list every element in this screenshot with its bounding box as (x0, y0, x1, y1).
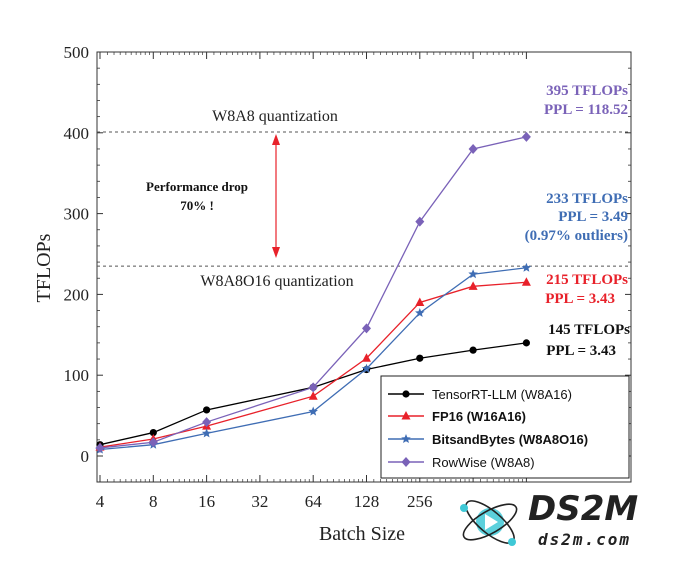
y-tick-label: 500 (64, 43, 90, 62)
trt-annotation-line2: PPL = 3.43 (546, 343, 616, 359)
data-point (361, 363, 372, 373)
ref-label-w8a8o16: W8A8O16 quantization (200, 273, 353, 290)
x-tick-label: 32 (251, 492, 268, 511)
watermark-logo: DS2M ds2m.com (460, 489, 638, 549)
legend-box (380, 375, 630, 479)
atom-icon (460, 500, 518, 546)
data-point (415, 297, 425, 306)
data-point (522, 339, 531, 347)
data-point (416, 354, 424, 362)
data-point (203, 406, 211, 414)
data-point (362, 353, 371, 362)
legend-marker (401, 434, 411, 444)
x-tick-label: 256 (407, 492, 433, 511)
reference-lines (97, 131, 631, 267)
bnb-annotation-line2: PPL = 3.49 (558, 209, 628, 225)
legend-marker (402, 390, 410, 398)
data-point (415, 216, 425, 227)
x-tick-label: 16 (198, 492, 215, 511)
y-axis-label: TFLOPs (33, 233, 55, 302)
data-point (95, 442, 105, 453)
data-point (469, 346, 477, 354)
series-line (99, 342, 527, 446)
y-tick-label: 300 (64, 205, 90, 224)
y-tick-label: 100 (64, 366, 90, 385)
series-group (95, 131, 532, 454)
legend-markers (388, 390, 424, 467)
rowwise-annotation-line2: PPL = 118.52 (544, 102, 628, 118)
data-point (521, 277, 531, 286)
y-tick-label: 400 (64, 124, 90, 143)
performance-drop-arrow (272, 134, 280, 258)
legend-marker (401, 457, 411, 467)
legend-label-fp16: FP16 (W16A16) (432, 409, 526, 424)
data-point (202, 417, 212, 428)
legend-label-trt: TensorRT-LLM (W8A16) (432, 387, 572, 402)
legend-marker (401, 411, 411, 420)
series-line (99, 281, 527, 448)
x-tick-label: 4 (96, 492, 105, 511)
data-point (521, 262, 532, 272)
data-point (468, 143, 478, 154)
fp16-annotation-line1: 215 TFLOPs (546, 272, 628, 288)
y-tick-labels: 0 100 200 300 400 500 (64, 43, 90, 466)
x-tick-label: 64 (305, 492, 323, 511)
bnb-annotation-line3: (0.97% outliers) (525, 228, 628, 244)
data-point (201, 428, 212, 438)
y-tick-label: 0 (81, 447, 90, 466)
watermark-brand: DS2M (528, 489, 638, 529)
data-point (308, 391, 318, 400)
data-point (362, 323, 371, 334)
x-tick-label: 128 (354, 492, 380, 511)
data-point (468, 281, 478, 290)
drop-annotation-line2: 70% ! (180, 198, 214, 213)
axis-ticks (97, 51, 631, 482)
data-point (468, 269, 478, 279)
series-line (99, 136, 527, 449)
data-point (521, 131, 531, 142)
data-point (415, 307, 425, 318)
trt-annotation-line1: 145 TFLOPs (548, 322, 630, 338)
x-tick-label: 8 (149, 492, 158, 511)
bnb-annotation-line1: 233 TFLOPs (546, 191, 628, 207)
data-point (308, 382, 318, 393)
x-tick-labels: 4 8 16 32 64 128 256 (96, 492, 433, 511)
legend-label-rowwise: RowWise (W8A8) (432, 455, 535, 470)
ref-label-w8a8: W8A8 quantization (212, 108, 338, 125)
plot-frame (96, 51, 632, 483)
y-tick-label: 200 (64, 285, 90, 304)
watermark: DS2M ds2m.com (452, 486, 674, 556)
legend: TensorRT-LLM (W8A16) FP16 (W16A16) Bitsa… (380, 375, 630, 479)
data-point (308, 406, 318, 416)
data-point (148, 437, 158, 448)
series-line (99, 267, 527, 451)
legend-label-bnb: BitsandBytes (W8A8O16) (432, 432, 588, 447)
rowwise-annotation-line1: 395 TFLOPs (546, 83, 628, 99)
data-point (149, 428, 157, 437)
x-axis-label: Batch Size (319, 523, 405, 545)
fp16-annotation-line2: PPL = 3.43 (545, 291, 615, 307)
watermark-url: ds2m.com (538, 530, 631, 549)
drop-annotation-line1: Performance drop (146, 179, 248, 194)
